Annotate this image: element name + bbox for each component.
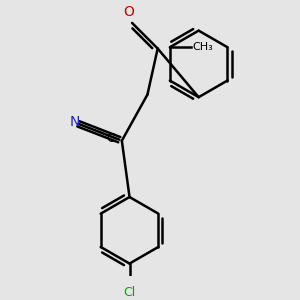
Text: C: C — [106, 132, 115, 145]
Text: N: N — [70, 115, 80, 129]
Text: CH₃: CH₃ — [192, 42, 213, 52]
Text: O: O — [123, 5, 134, 19]
Text: Cl: Cl — [123, 286, 136, 298]
